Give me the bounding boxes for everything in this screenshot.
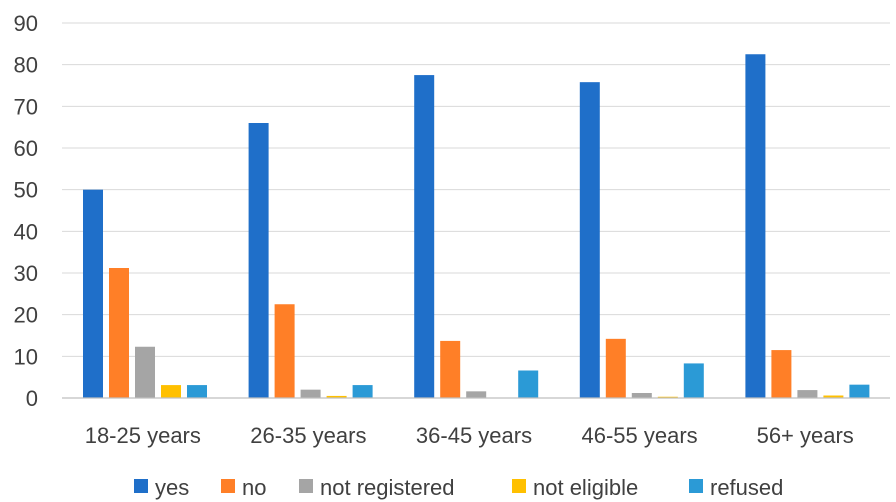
bar-yes-3: [414, 75, 435, 398]
y-axis-ticks: 0 10 20 30 40 50 60 70 80 90: [14, 11, 38, 411]
legend-swatch-refused: [689, 479, 703, 493]
bar-not-registered-3: [466, 391, 487, 398]
y-tick-label: 80: [14, 53, 38, 78]
bar-not-registered-5: [797, 390, 818, 398]
bars: [83, 54, 870, 399]
y-tick-label: 60: [14, 136, 38, 161]
bar-not-eligible-2: [326, 395, 347, 398]
y-tick-label: 50: [14, 178, 38, 203]
bar-no-3: [440, 340, 461, 398]
legend-label: refused: [710, 475, 783, 500]
legend-label: not eligible: [533, 475, 638, 500]
bar-yes-4: [579, 82, 600, 399]
bar-not-registered-4: [631, 393, 652, 398]
bar-no-1: [109, 268, 129, 398]
y-tick-label: 40: [14, 219, 38, 244]
x-category-label: 18-25 years: [85, 423, 201, 448]
bar-refused-3: [518, 370, 539, 398]
bar-no-2: [274, 304, 295, 398]
bar-refused-5: [849, 384, 870, 398]
x-category-label: 56+ years: [757, 423, 854, 448]
bar-refused-4: [683, 363, 704, 398]
gridlines: [62, 22, 890, 357]
legend: yes no not registered not eligible refused: [134, 475, 783, 500]
legend-label: not registered: [320, 475, 455, 500]
bar-yes-1: [83, 189, 103, 398]
bar-not-eligible-1: [161, 385, 181, 398]
bar-no-5: [771, 350, 792, 398]
bar-not-registered-2: [300, 389, 321, 398]
legend-swatch-not-eligible: [512, 479, 526, 493]
legend-swatch-yes: [134, 479, 148, 493]
bar-refused-1: [187, 385, 207, 398]
bar-refused-2: [352, 385, 373, 398]
bar-yes-5: [745, 54, 766, 398]
x-category-label: 36-45 years: [416, 423, 532, 448]
y-tick-label: 30: [14, 261, 38, 286]
x-category-label: 46-55 years: [582, 423, 698, 448]
y-tick-label: 70: [14, 94, 38, 119]
bar-no-4: [605, 338, 626, 398]
bar-not-eligible-5: [823, 395, 844, 398]
y-tick-label: 20: [14, 303, 38, 328]
x-axis-categories: 18-25 years 26-35 years 36-45 years 46-55 y…: [85, 423, 854, 448]
legend-swatch-no: [221, 479, 235, 493]
y-tick-label: 0: [26, 386, 38, 411]
y-tick-label: 10: [14, 344, 38, 369]
bar-not-registered-1: [135, 346, 155, 398]
y-tick-label: 90: [14, 11, 38, 36]
legend-label: yes: [155, 475, 189, 500]
bar-yes-2: [248, 123, 269, 398]
x-category-label: 26-35 years: [250, 423, 366, 448]
legend-swatch-not-registered: [299, 479, 313, 493]
legend-label: no: [242, 475, 266, 500]
